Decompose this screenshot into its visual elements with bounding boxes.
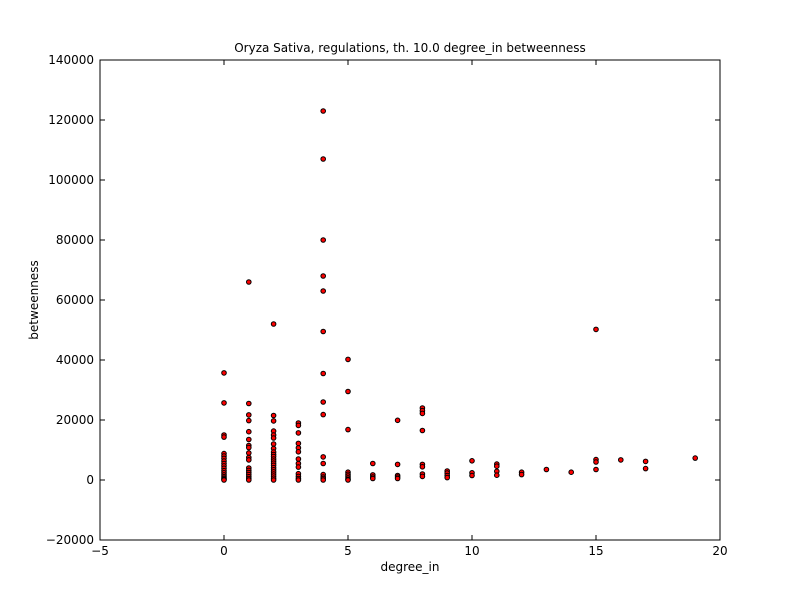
data-point — [568, 469, 575, 476]
data-point — [320, 454, 327, 460]
x-tick-label: 20 — [712, 544, 727, 558]
data-point — [221, 400, 227, 406]
data-point — [270, 441, 277, 447]
data-point — [394, 475, 401, 482]
data-point — [221, 477, 227, 483]
data-point — [419, 427, 426, 434]
y-tick-label: −20000 — [46, 533, 94, 547]
data-point — [320, 460, 327, 467]
data-point — [518, 471, 525, 478]
data-point — [345, 477, 351, 483]
data-point — [270, 412, 277, 419]
chart-title: Oryza Sativa, regulations, th. 10.0 degr… — [234, 41, 586, 55]
data-point — [543, 466, 550, 473]
axis-ticks: −5 0 5 10 15 20 −20000 0 20000 40000 60000 80000 100… — [46, 53, 728, 558]
data-point — [246, 412, 252, 418]
data-point — [394, 461, 401, 468]
data-point — [320, 273, 327, 279]
y-tick-label: 20000 — [56, 413, 94, 427]
data-point — [295, 456, 302, 462]
data-point — [370, 475, 376, 482]
data-point — [320, 370, 327, 377]
y-tick-label: 140000 — [48, 53, 94, 67]
data-point — [221, 434, 227, 440]
data-point — [320, 477, 327, 483]
data-point — [593, 326, 599, 333]
data-point — [221, 370, 227, 376]
data-point — [419, 464, 426, 470]
data-point — [469, 472, 475, 479]
data-point — [295, 464, 302, 470]
data-point — [320, 328, 327, 335]
data-point — [345, 388, 351, 395]
data-point — [295, 477, 302, 483]
y-tick-label: 0 — [86, 473, 94, 487]
data-point — [494, 472, 500, 479]
data-point — [295, 430, 302, 436]
data-point — [246, 450, 252, 456]
data-point — [320, 156, 327, 162]
data-point — [593, 459, 599, 465]
y-tick-label: 80000 — [56, 233, 94, 247]
data-points — [221, 108, 699, 483]
data-point — [246, 417, 252, 424]
data-point — [320, 108, 327, 114]
data-point — [246, 279, 252, 285]
data-point — [270, 321, 277, 327]
data-point — [270, 418, 277, 424]
x-tick-label: 5 — [344, 544, 352, 558]
data-point — [642, 458, 649, 465]
data-point — [270, 477, 277, 483]
data-point — [320, 399, 327, 405]
x-tick-label: −5 — [91, 544, 109, 558]
y-tick-label: 120000 — [48, 113, 94, 127]
y-tick-label: 100000 — [48, 173, 94, 187]
data-point — [295, 422, 302, 429]
data-point — [320, 411, 327, 418]
data-point — [345, 426, 351, 433]
data-point — [419, 473, 426, 480]
data-point — [419, 410, 426, 417]
data-point — [494, 463, 500, 470]
data-point — [394, 417, 401, 424]
x-tick-label: 15 — [588, 544, 603, 558]
data-point — [469, 458, 475, 464]
data-point — [246, 436, 252, 443]
data-point — [444, 474, 451, 481]
data-point — [370, 460, 376, 467]
data-point — [246, 444, 252, 451]
y-tick-label: 60000 — [56, 293, 94, 307]
data-point — [692, 455, 699, 461]
data-point — [320, 288, 327, 294]
x-axis-label: degree_in — [381, 560, 440, 574]
x-tick-label: 10 — [464, 544, 479, 558]
y-axis-label: betweenness — [27, 260, 41, 339]
y-tick-label: 40000 — [56, 353, 94, 367]
data-point — [345, 356, 351, 363]
data-point — [246, 428, 252, 435]
data-point — [270, 435, 277, 441]
data-point — [618, 457, 624, 463]
data-point — [246, 400, 252, 407]
data-point — [593, 466, 599, 473]
data-point — [295, 440, 302, 447]
data-point — [246, 457, 252, 463]
data-point — [642, 465, 649, 472]
data-point — [246, 477, 252, 483]
data-point — [320, 237, 327, 243]
x-tick-label: 0 — [220, 544, 228, 558]
data-point — [295, 449, 302, 455]
